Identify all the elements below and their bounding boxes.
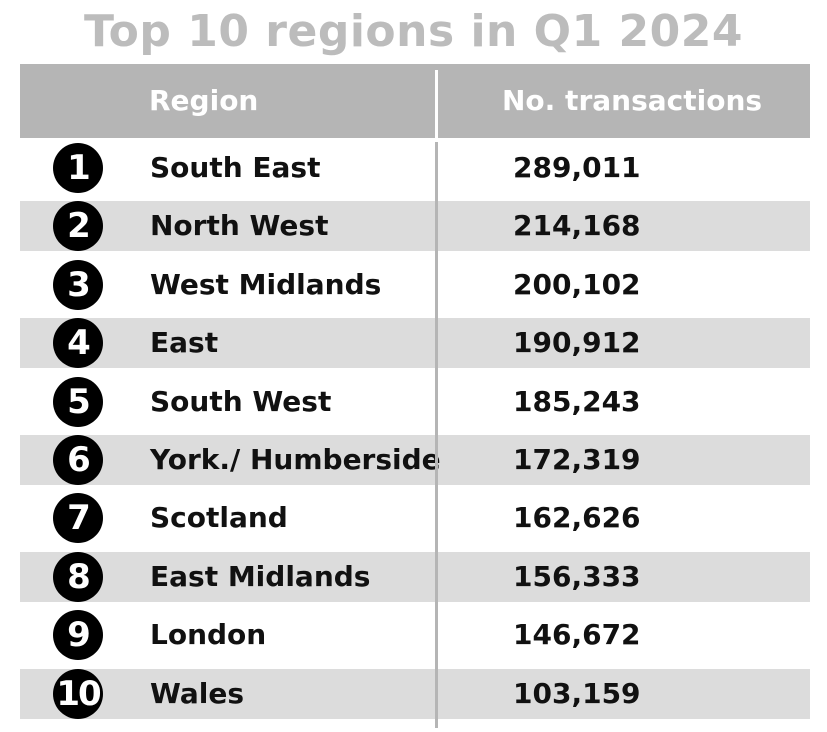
- column-divider: [435, 142, 438, 728]
- header-transactions: No. transactions: [502, 84, 763, 117]
- region-name: York./ Humberside: [150, 443, 441, 476]
- transaction-count: 190,912: [513, 326, 641, 360]
- transaction-count: 156,333: [513, 559, 641, 593]
- transaction-count: 172,319: [513, 443, 641, 476]
- transaction-count: 162,626: [513, 501, 641, 535]
- rank-badge: 7: [53, 493, 103, 544]
- table-row: 5 South West 185,243: [20, 376, 810, 427]
- rank-badge: 9: [53, 610, 103, 661]
- table-row: 4 East 190,912: [20, 318, 810, 369]
- table-header: Region No. transactions: [20, 64, 810, 138]
- table-row: 3 West Midlands 200,102: [20, 259, 810, 310]
- rank-badge: 6: [53, 435, 103, 485]
- region-name: North West: [150, 209, 329, 243]
- table-row: 9 London 146,672: [20, 610, 810, 661]
- transaction-count: 200,102: [513, 267, 641, 301]
- chart-title: Top 10 regions in Q1 2024: [84, 6, 743, 57]
- header-region: Region: [149, 84, 259, 117]
- region-name: Wales: [150, 676, 245, 710]
- table-row: 10 Wales 103,159: [20, 668, 810, 719]
- table-body: 1 South East 289,011 2 North West 214,168 3 Wes…: [20, 142, 810, 728]
- transaction-count: 103,159: [513, 676, 641, 710]
- rank-badge: 2: [53, 201, 103, 252]
- region-name: East Midlands: [150, 559, 371, 593]
- transaction-count: 146,672: [513, 618, 641, 652]
- region-name: West Midlands: [150, 267, 382, 301]
- table-row: 6 York./ Humberside 172,319: [20, 435, 810, 485]
- header-divider: [435, 70, 438, 138]
- region-name: South West: [150, 384, 332, 418]
- rank-badge: 3: [53, 259, 103, 310]
- region-name: South East: [150, 151, 321, 184]
- table-row: 8 East Midlands 156,333: [20, 551, 810, 602]
- rank-badge: 5: [53, 376, 103, 427]
- region-name: London: [150, 618, 267, 652]
- transaction-count: 185,243: [513, 384, 641, 418]
- rank-badge: 4: [53, 318, 103, 369]
- rank-badge: 1: [53, 143, 103, 193]
- transaction-count: 289,011: [513, 151, 641, 184]
- table-row: 2 North West 214,168: [20, 201, 810, 252]
- region-name: East: [150, 326, 219, 360]
- rank-badge: 8: [53, 551, 103, 602]
- region-name: Scotland: [150, 501, 288, 535]
- transaction-count: 214,168: [513, 209, 641, 243]
- table-row: 1 South East 289,011: [20, 143, 810, 193]
- table-row: 7 Scotland 162,626: [20, 493, 810, 544]
- rank-badge: 10: [53, 668, 103, 719]
